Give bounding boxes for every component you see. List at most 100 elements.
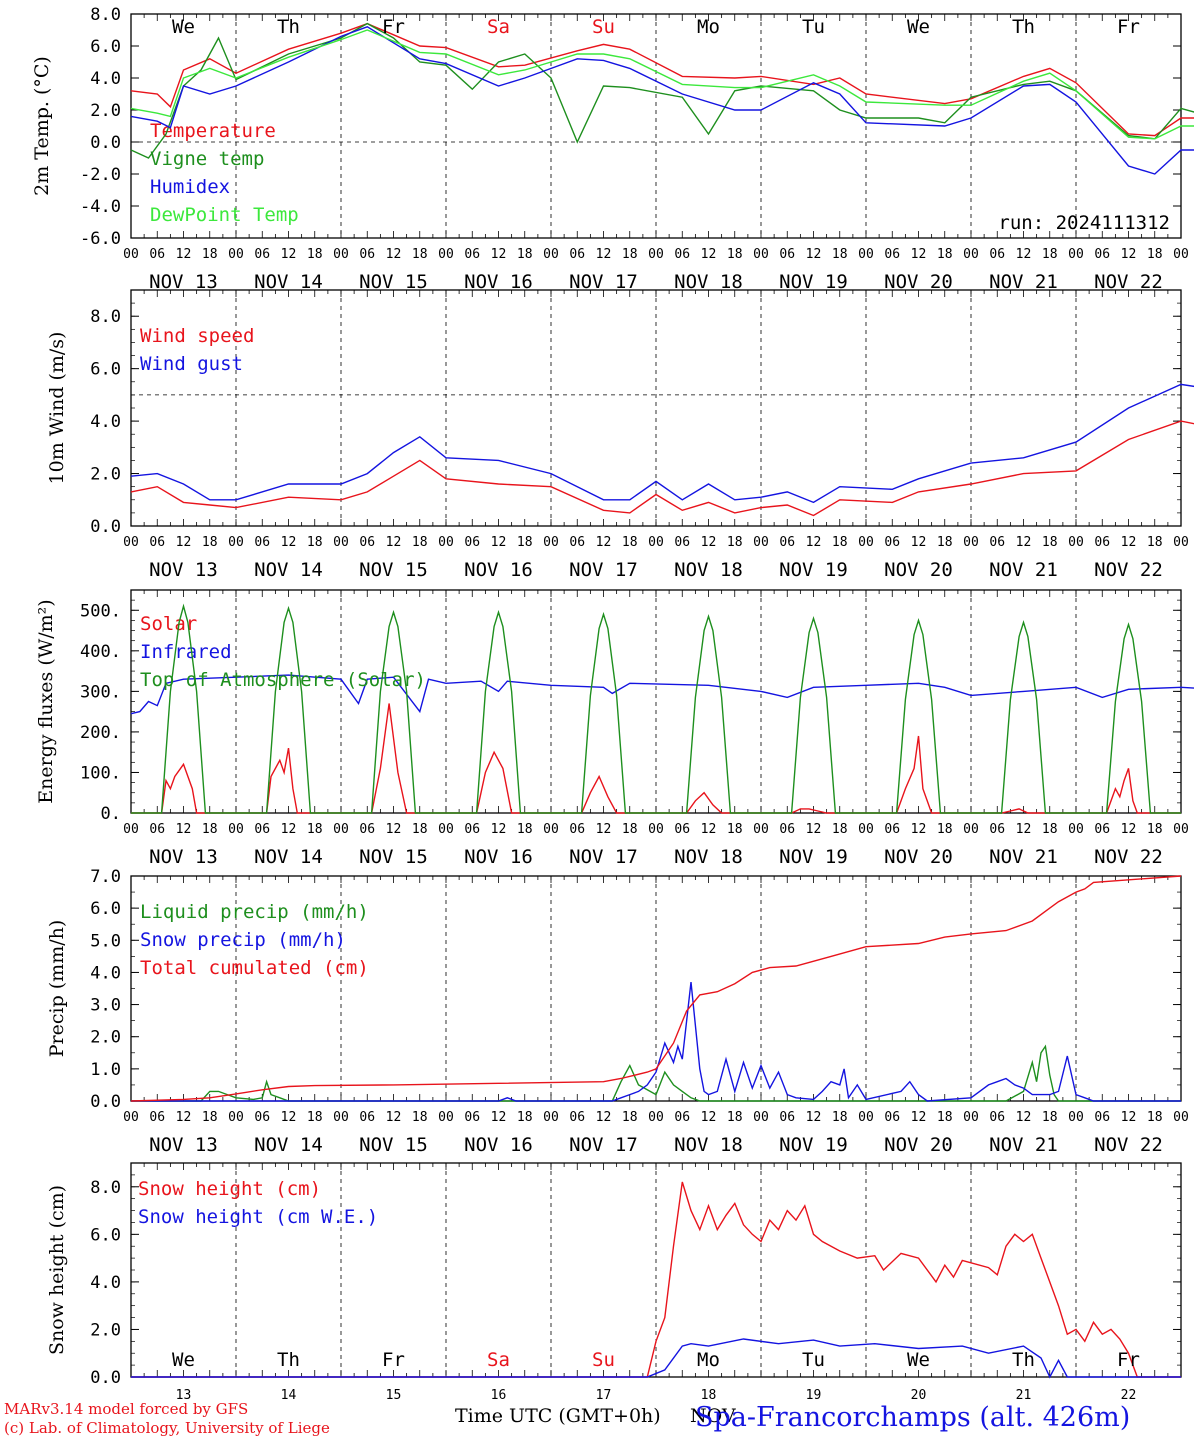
model-credit: MARv3.14 model forced by GFS [4, 1400, 249, 1418]
hour-tick-label: 18 [937, 822, 953, 837]
day-number-label: 22 [1121, 1388, 1137, 1403]
y-tick-label: 6.0 [90, 1225, 121, 1245]
date-label: NOV 18 [674, 559, 743, 581]
legend-total-cumulated-cm-: Total cumulated (cm) [140, 957, 369, 979]
hour-tick-label: 00 [963, 247, 979, 262]
hour-tick-label: 00 [543, 822, 559, 837]
hour-tick-label: 00 [438, 535, 454, 550]
legend-liquid-precip-mm-h-: Liquid precip (mm/h) [140, 901, 369, 923]
y-axis-label: 10m Wind (m/s) [46, 332, 68, 485]
series-line-wind-gust [130, 383, 1194, 504]
hour-tick-label: 12 [596, 822, 612, 837]
series-line-snow-height-cm-w-e- [131, 1338, 1181, 1379]
date-label: NOV 13 [149, 846, 218, 868]
date-label: NOV 21 [989, 846, 1058, 868]
hour-tick-label: 12 [176, 535, 192, 550]
hour-tick-label: 00 [123, 535, 139, 550]
hour-tick-label: 00 [438, 1110, 454, 1125]
y-tick-label: 8.0 [90, 1178, 121, 1198]
y-tick-label: 0.0 [90, 133, 121, 153]
hour-tick-label: 12 [1016, 247, 1032, 262]
hour-tick-label: 00 [753, 822, 769, 837]
hour-tick-label: 00 [333, 247, 349, 262]
y-tick-label: 2.0 [90, 1028, 121, 1048]
legend-snow-height-cm-w-e-: Snow height (cm W.E.) [138, 1206, 378, 1228]
y-tick-label: -6.0 [80, 229, 121, 249]
date-label: NOV 17 [569, 846, 638, 868]
date-label: NOV 16 [464, 559, 533, 581]
hour-tick-label: 18 [622, 1110, 638, 1125]
lab-credit: (c) Lab. of Climatology, University of L… [4, 1419, 330, 1437]
hour-tick-label: 18 [412, 535, 428, 550]
weekday-label-bottom: Tu [802, 1349, 825, 1371]
hour-tick-label: 06 [149, 1110, 165, 1125]
hour-tick-label: 18 [517, 247, 533, 262]
hour-tick-label: 06 [1094, 822, 1110, 837]
hour-tick-label: 18 [517, 1110, 533, 1125]
y-tick-label: -4.0 [80, 197, 121, 217]
hour-tick-label: 12 [386, 1110, 402, 1125]
hour-tick-label: 12 [596, 1110, 612, 1125]
day-number-label: 14 [281, 1388, 297, 1403]
date-label: NOV 16 [464, 1134, 533, 1156]
hour-tick-label: 06 [359, 822, 375, 837]
hour-tick-label: 18 [307, 535, 323, 550]
weekday-label-top: We [907, 16, 930, 38]
hour-tick-label: 18 [1042, 535, 1058, 550]
hour-tick-label: 06 [779, 822, 795, 837]
hour-tick-label: 12 [1121, 535, 1137, 550]
hour-tick-label: 06 [1094, 247, 1110, 262]
date-label: NOV 13 [149, 1134, 218, 1156]
run-annotation: run: 2024111312 [998, 212, 1170, 234]
series-line-dewpoint-temp [130, 29, 1194, 140]
hour-tick-label: 00 [753, 247, 769, 262]
hour-tick-label: 18 [1042, 822, 1058, 837]
y-tick-label: 1.0 [90, 1060, 121, 1080]
hour-tick-label: 06 [359, 535, 375, 550]
hour-tick-label: 00 [1173, 247, 1189, 262]
hour-tick-label: 12 [1121, 822, 1137, 837]
day-number-label: 21 [1016, 1388, 1032, 1403]
weekday-label-bottom: Sa [487, 1349, 510, 1371]
series-line-snow-height-cm- [131, 1181, 1181, 1378]
hour-tick-label: 18 [307, 822, 323, 837]
date-label: NOV 22 [1094, 271, 1163, 293]
hour-tick-label: 06 [149, 247, 165, 262]
hour-tick-label: 18 [622, 535, 638, 550]
hour-tick-label: 12 [701, 535, 717, 550]
hour-tick-label: 18 [622, 822, 638, 837]
series-line-temperature [130, 22, 1194, 137]
hour-tick-label: 06 [254, 247, 270, 262]
hour-tick-label: 18 [1042, 247, 1058, 262]
hour-tick-label: 06 [884, 1110, 900, 1125]
legend-snow-height-cm-: Snow height (cm) [138, 1178, 321, 1200]
hour-tick-label: 18 [517, 535, 533, 550]
weekday-label-bottom: Fr [382, 1349, 405, 1371]
hour-tick-label: 12 [701, 1110, 717, 1125]
hour-tick-label: 12 [1121, 247, 1137, 262]
weekday-label-top: Su [592, 16, 615, 38]
hour-tick-label: 18 [202, 822, 218, 837]
series-line-humidex [130, 26, 1194, 175]
weekday-label-top: Sa [487, 16, 510, 38]
date-label: NOV 18 [674, 1134, 743, 1156]
date-label: NOV 21 [989, 559, 1058, 581]
hour-tick-label: 06 [779, 1110, 795, 1125]
y-tick-label: 0.0 [90, 1092, 121, 1112]
hour-tick-label: 00 [228, 535, 244, 550]
day-number-label: 18 [701, 1388, 717, 1403]
date-label: NOV 20 [884, 559, 953, 581]
hour-tick-label: 00 [963, 535, 979, 550]
hour-tick-label: 06 [464, 247, 480, 262]
hour-tick-label: 00 [648, 822, 664, 837]
legend-dewpoint-temp: DewPoint Temp [150, 204, 299, 226]
date-label: NOV 15 [359, 271, 428, 293]
weekday-label-bottom: Su [592, 1349, 615, 1371]
hour-tick-label: 12 [1016, 535, 1032, 550]
hour-tick-label: 12 [386, 247, 402, 262]
hour-tick-label: 18 [1147, 247, 1163, 262]
hour-tick-label: 06 [254, 1110, 270, 1125]
date-label: NOV 21 [989, 1134, 1058, 1156]
hour-tick-label: 12 [911, 822, 927, 837]
hour-tick-label: 18 [727, 247, 743, 262]
